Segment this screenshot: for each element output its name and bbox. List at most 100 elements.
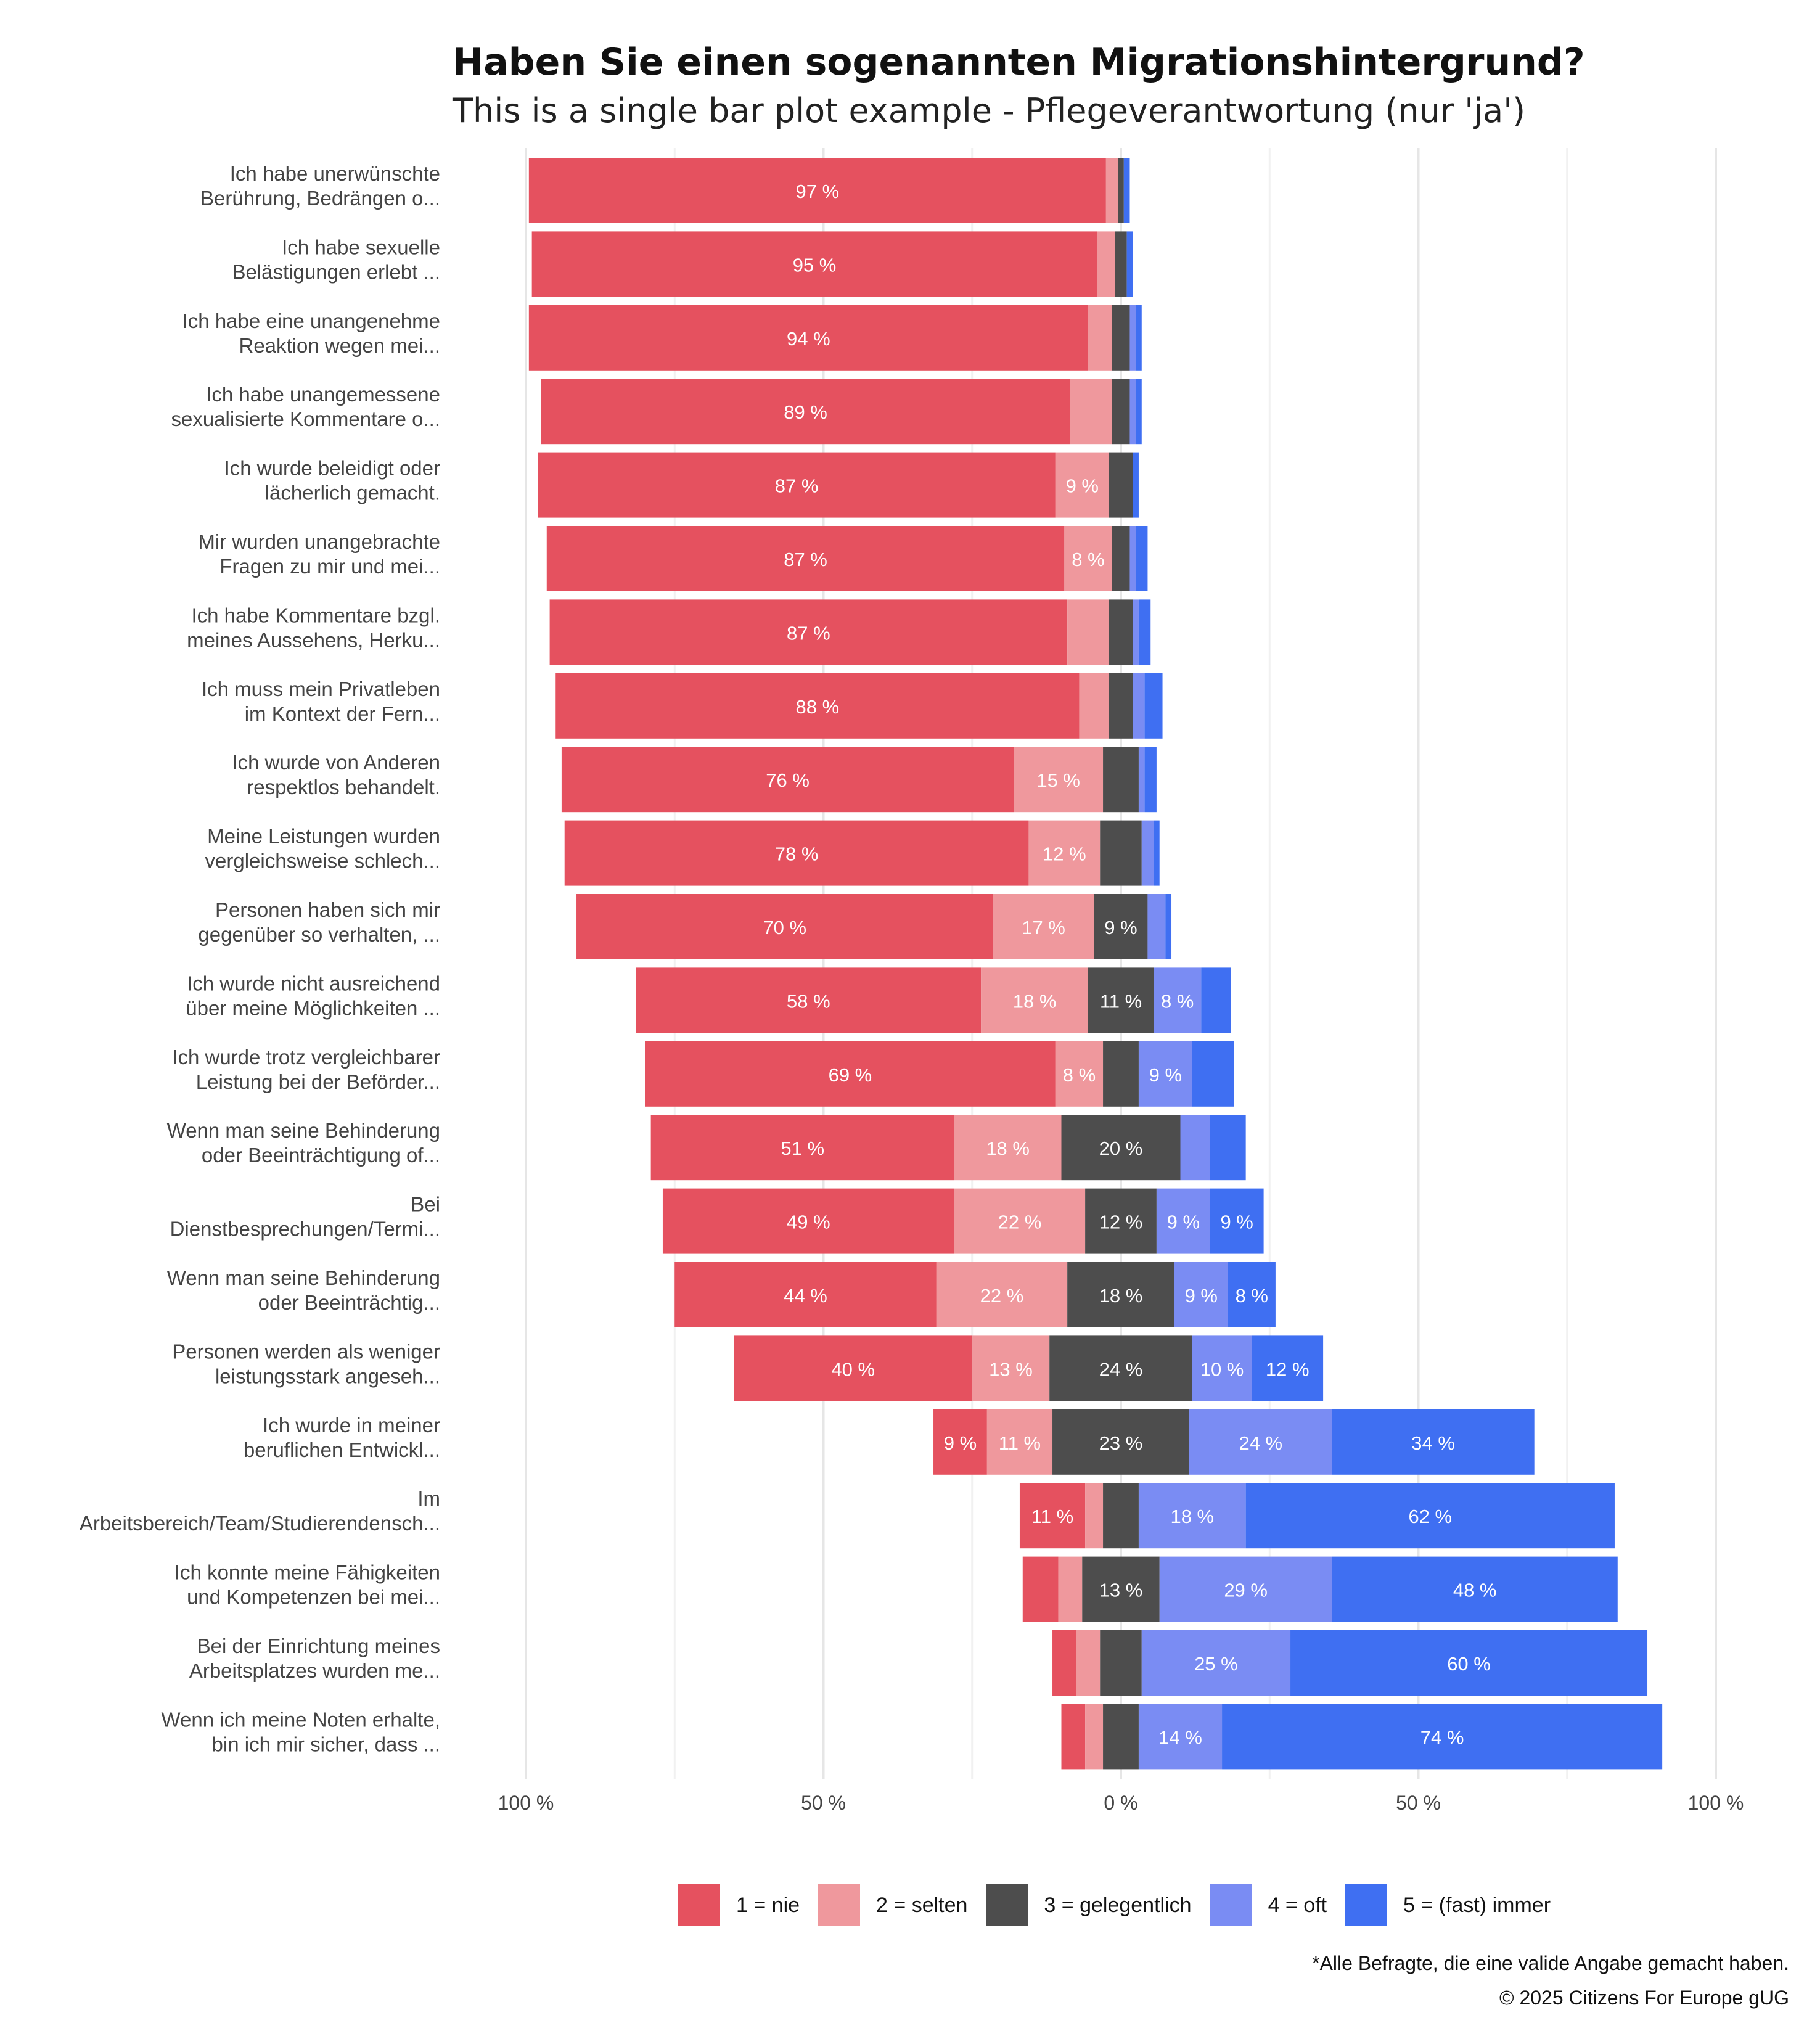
footnote: *Alle Befragte, die eine valide Angabe g…	[1312, 1952, 1789, 1974]
category-label: Ich wurde trotz vergleichbarer	[172, 1046, 440, 1069]
category-label: Meine Leistungen wurden	[207, 825, 440, 848]
bar-segment	[1094, 894, 1148, 959]
data-label: 9 %	[1149, 1064, 1182, 1086]
bar-segment	[1082, 1556, 1160, 1622]
data-label: 12 %	[1043, 843, 1086, 865]
bar-segment	[1192, 1041, 1234, 1107]
category-label: und Kompetenzen bei mei...	[187, 1586, 440, 1609]
legend-item: 5 = (fast) immer	[1345, 1884, 1551, 1926]
data-label: 40 %	[831, 1358, 875, 1380]
data-label: 8 %	[1161, 990, 1194, 1012]
bar-segment	[662, 1188, 954, 1254]
data-label: 10 %	[1200, 1358, 1244, 1380]
data-label: 9 %	[944, 1432, 977, 1454]
x-tick-label: 50 %	[801, 1792, 846, 1814]
data-label: 24 %	[1239, 1432, 1282, 1454]
data-label: 11 %	[1031, 1506, 1073, 1527]
bar-segment	[1210, 1188, 1264, 1254]
bar-segment	[576, 894, 993, 959]
data-label: 18 %	[1170, 1506, 1214, 1527]
data-label: 74 %	[1420, 1726, 1464, 1748]
data-label: 25 %	[1194, 1653, 1238, 1675]
bar-segment	[1105, 158, 1118, 223]
category-label: Leistung bei der Beförder...	[196, 1070, 440, 1093]
chart-title: Haben Sie einen sogenannten Migrationshi…	[453, 41, 1585, 84]
data-label: 87 %	[787, 622, 830, 644]
category-label: Bei der Einrichtung meines	[197, 1635, 440, 1657]
category-label: beruflichen Entwickl...	[244, 1438, 440, 1461]
bar-segment	[1136, 305, 1142, 371]
bar-segment	[1133, 599, 1139, 665]
data-label: 11 %	[1100, 990, 1142, 1012]
data-label: 14 %	[1158, 1726, 1202, 1748]
category-label: leistungsstark angeseh...	[215, 1364, 440, 1387]
bar-segment	[1144, 673, 1163, 739]
data-label: 58 %	[787, 990, 830, 1012]
bar-segment	[954, 1188, 1086, 1254]
bar-segment	[1136, 526, 1148, 591]
bar-segment	[734, 1335, 972, 1401]
bar-segment	[1052, 1630, 1076, 1696]
bar-segment	[1100, 820, 1142, 886]
category-label: sexualisierte Kommentare o...	[171, 408, 440, 430]
data-label: 18 %	[1013, 990, 1057, 1012]
bar-segment	[954, 1115, 1062, 1181]
copyright: © 2025 Citizens For Europe gUG	[1499, 1987, 1789, 2009]
legend-label: 3 = gelegentlich	[1044, 1893, 1192, 1917]
bar-segment	[1103, 1704, 1139, 1770]
bar-segment	[1129, 379, 1136, 445]
category-label: Ich habe sexuelle	[282, 236, 440, 258]
legend-label: 2 = selten	[876, 1893, 968, 1917]
category-label: Reaktion wegen mei...	[239, 334, 440, 357]
bar-segment	[933, 1409, 987, 1475]
bar-segment	[1028, 820, 1101, 886]
data-label: 9 %	[1104, 917, 1137, 938]
bar-segment	[674, 1262, 937, 1327]
bar-segment	[1156, 1188, 1210, 1254]
data-label: 87 %	[775, 475, 819, 497]
bar-segment	[1154, 820, 1160, 886]
bar-segment	[1085, 1704, 1104, 1770]
bar-segment	[1290, 1630, 1648, 1696]
bar-segment	[1136, 379, 1142, 445]
data-label: 9 %	[1220, 1212, 1253, 1233]
bar-segment	[1192, 1335, 1252, 1401]
bar-segment	[531, 231, 1097, 297]
category-label: Im	[417, 1487, 440, 1510]
bar-segment	[1079, 673, 1109, 739]
bar-segment	[528, 305, 1088, 371]
bar-segment	[555, 673, 1080, 739]
bar-segment	[1147, 894, 1166, 959]
legend-swatch	[678, 1884, 720, 1926]
data-label: 97 %	[796, 181, 840, 202]
data-label: 95 %	[793, 254, 837, 276]
bar-segment	[1014, 747, 1104, 813]
bar-segment	[1144, 747, 1157, 813]
bar-segment	[1189, 1409, 1332, 1475]
category-label: im Kontext der Fern...	[245, 702, 440, 725]
bar-segment	[1103, 1041, 1139, 1107]
bar-segment	[546, 526, 1065, 591]
category-label: meines Aussehens, Herku...	[187, 628, 440, 651]
data-label: 8 %	[1063, 1064, 1096, 1086]
legend-label: 5 = (fast) immer	[1403, 1893, 1551, 1917]
bar-segment	[528, 158, 1106, 223]
bar-segment	[993, 894, 1094, 959]
legend-swatch	[986, 1884, 1028, 1926]
data-label: 89 %	[784, 401, 827, 423]
data-label: 34 %	[1411, 1432, 1455, 1454]
bar-segment	[1332, 1556, 1618, 1622]
bar-segment	[1085, 1483, 1104, 1549]
bar-segment	[1222, 1704, 1663, 1770]
category-label: Bei	[411, 1193, 440, 1216]
data-label: 22 %	[998, 1212, 1042, 1233]
bar-segment	[1100, 1630, 1142, 1696]
x-tick-label: 0 %	[1104, 1792, 1138, 1814]
bar-segment	[1138, 1704, 1223, 1770]
bar-segment	[1115, 231, 1127, 297]
bar-segment	[1109, 452, 1133, 518]
bar-segment	[1123, 158, 1130, 223]
legend-swatch	[1210, 1884, 1252, 1926]
bar-segment	[1228, 1262, 1276, 1327]
category-label: Fragen zu mir und mei...	[219, 555, 440, 578]
